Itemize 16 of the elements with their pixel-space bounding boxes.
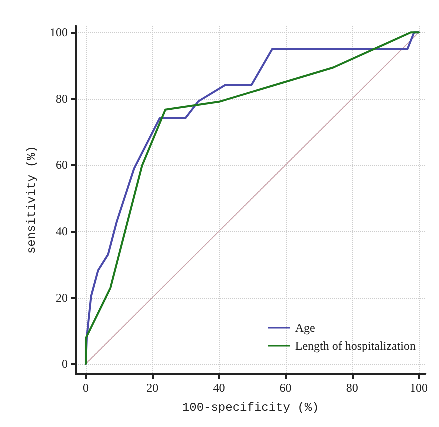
x-tick-label: 60 <box>280 381 292 395</box>
x-tick-label: 100 <box>410 381 428 395</box>
x-tick-label: 0 <box>82 381 89 395</box>
y-axis-title: sensitivity (%) <box>25 146 39 254</box>
y-tick-label: 100 <box>50 26 68 40</box>
y-tick-label: 60 <box>56 158 68 172</box>
y-tick-label: 20 <box>56 290 68 305</box>
legend-label: Length of hospitalization <box>295 339 416 353</box>
legend-label: Age <box>295 321 316 335</box>
x-tick-label: 20 <box>146 381 159 395</box>
y-tick-label: 80 <box>56 92 68 106</box>
x-axis-title: 100-specificity (%) <box>182 401 320 415</box>
x-tick-label: 40 <box>213 381 226 395</box>
y-tick-label: 0 <box>62 357 68 372</box>
x-tick-label: 80 <box>346 381 358 395</box>
y-tick-label: 40 <box>56 224 68 238</box>
